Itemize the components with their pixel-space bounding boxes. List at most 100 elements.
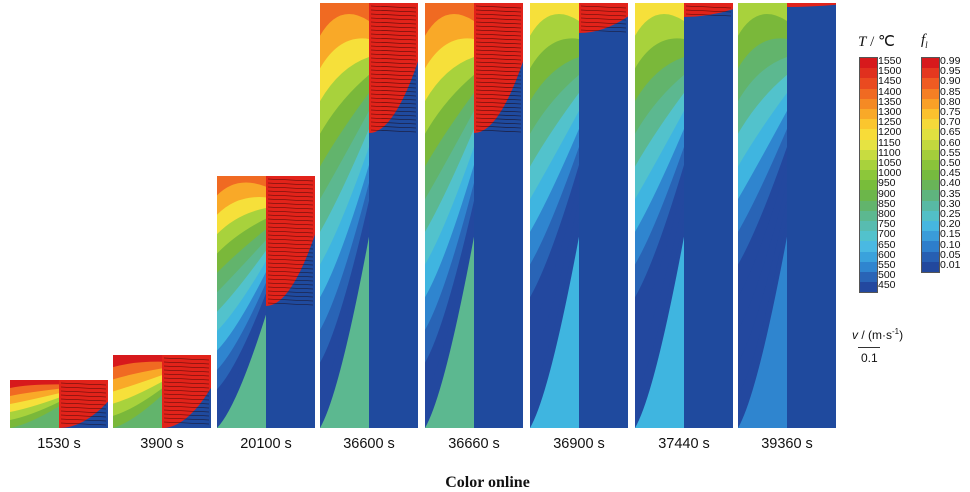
fraction-legend-label: 0.80 — [940, 95, 961, 108]
panel-time-label: 1530 s — [37, 436, 81, 452]
panel-time-label: 3900 s — [140, 436, 184, 452]
fraction-legend-swatch — [922, 241, 939, 252]
fraction-legend-swatch — [922, 108, 939, 120]
temperature-band — [738, 3, 787, 36]
temperature-legend-swatch — [860, 190, 877, 201]
panel-time-label: 39360 s — [761, 436, 813, 452]
fraction-legend-label: 0.10 — [940, 238, 961, 251]
fraction-legend-label: 0.15 — [940, 228, 961, 241]
fraction-legend-swatch — [922, 251, 939, 262]
figure-caption: Color online — [445, 474, 530, 491]
temperature-legend-label: 1100 — [878, 146, 901, 159]
fraction-legend-label: 0.55 — [940, 146, 961, 159]
ingot-panel — [425, 3, 523, 428]
fraction-legend-label: 0.65 — [940, 126, 961, 139]
temperature-legend-label: 800 — [878, 208, 896, 220]
temperature-legend-title: T / ℃ — [858, 32, 895, 51]
temperature-legend-label: 650 — [878, 238, 896, 251]
fraction-legend-swatch — [922, 210, 939, 221]
velocity-vectors — [475, 5, 522, 133]
temperature-band — [530, 3, 579, 36]
temperature-band — [10, 380, 59, 388]
velocity-vectors — [685, 5, 732, 17]
temperature-band — [425, 3, 474, 36]
temperature-legend-swatch — [860, 180, 877, 191]
temperature-band — [113, 355, 162, 368]
fraction-legend-swatch — [922, 129, 939, 140]
panel-time-label: 37440 s — [658, 436, 710, 452]
ingot-panel — [217, 176, 315, 428]
temperature-legend-swatch — [860, 98, 877, 109]
temperature-legend-swatch — [860, 159, 877, 171]
temperature-legend-swatch — [860, 170, 877, 181]
fraction-legend-swatch — [922, 180, 939, 191]
fraction-legend-label: 0.30 — [940, 197, 961, 210]
fraction-legend-title: fl — [921, 32, 928, 50]
temperature-legend-label: 900 — [878, 187, 896, 200]
temperature-legend-label: 950 — [878, 177, 896, 190]
ingot-panel — [530, 3, 628, 428]
fraction-legend-label: 0.20 — [940, 218, 961, 231]
temperature-legend-label: 450 — [878, 279, 896, 292]
velocity-unit: / (m·s — [858, 328, 892, 342]
panel-time-label: 36600 s — [343, 436, 395, 452]
fraction-legend-swatch — [922, 231, 939, 242]
ingot-panel — [113, 355, 211, 428]
temperature-legend-label: 1200 — [878, 126, 902, 139]
velocity-vectors — [163, 357, 210, 425]
temperature-legend-swatch — [860, 88, 877, 99]
fraction-legend-swatch — [922, 190, 939, 201]
fraction-legend-swatch — [922, 78, 939, 89]
temperature-legend-label: 500 — [878, 269, 896, 282]
fraction-legend-label: 0.70 — [940, 116, 961, 129]
solid-region-right — [579, 3, 628, 428]
fraction-legend-swatch — [922, 159, 939, 171]
temperature-legend-swatch — [860, 231, 877, 242]
temperature-legend-label: 750 — [878, 218, 896, 231]
temperature-legend-label: 1550 — [878, 55, 902, 67]
fraction-legend-label: 0.85 — [940, 85, 961, 98]
temperature-legend-swatch — [860, 200, 877, 211]
temperature-legend-label: 850 — [878, 197, 896, 210]
ingot-panel — [738, 3, 836, 428]
temperature-legend-swatch — [860, 119, 877, 130]
fraction-legend-label: 0.75 — [940, 106, 961, 118]
solid-region-right — [787, 3, 836, 428]
fraction-subscript: l — [925, 40, 928, 50]
fraction-legend-swatch — [922, 88, 939, 99]
temperature-legend-swatch — [860, 139, 877, 150]
temperature-legend-label: 550 — [878, 259, 896, 271]
fraction-legend-swatch — [922, 139, 939, 150]
temperature-legend-swatch — [860, 129, 877, 140]
solid-region-right — [684, 3, 733, 428]
temperature-legend-swatch — [860, 58, 877, 69]
temperature-legend-label: 1450 — [878, 75, 902, 88]
fraction-legend-swatch — [922, 68, 939, 79]
temperature-band — [635, 3, 684, 36]
panel-time-label: 20100 s — [240, 436, 292, 452]
temperature-legend-label: 1500 — [878, 65, 902, 78]
velocity-legend-title: v / (m·s-1) — [852, 327, 903, 342]
temperature-unit: / ℃ — [866, 34, 895, 50]
liquid-region — [787, 3, 836, 7]
temperature-symbol: T — [858, 34, 867, 50]
velocity-unit-close: ) — [899, 328, 904, 342]
velocity-vectors — [370, 5, 417, 133]
fraction-legend-label: 0.05 — [940, 248, 961, 261]
velocity-vectors — [267, 178, 314, 306]
temperature-band — [217, 176, 266, 196]
temperature-legend-swatch — [860, 78, 877, 89]
temperature-legend-swatch — [860, 221, 877, 232]
temperature-legend-swatch — [860, 210, 877, 221]
fraction-legend-label: 0.99 — [940, 55, 961, 67]
ingot-panel — [10, 380, 108, 428]
fraction-legend-swatch — [922, 170, 939, 181]
fraction-legend-swatch — [922, 200, 939, 211]
fraction-legend-swatch — [922, 58, 939, 69]
panel-time-label: 36660 s — [448, 436, 500, 452]
temperature-legend-label: 1350 — [878, 95, 902, 108]
velocity-vectors — [580, 5, 627, 33]
velocity-reference-value: 0.1 — [861, 351, 878, 365]
velocity-exponent: -1 — [892, 327, 900, 336]
